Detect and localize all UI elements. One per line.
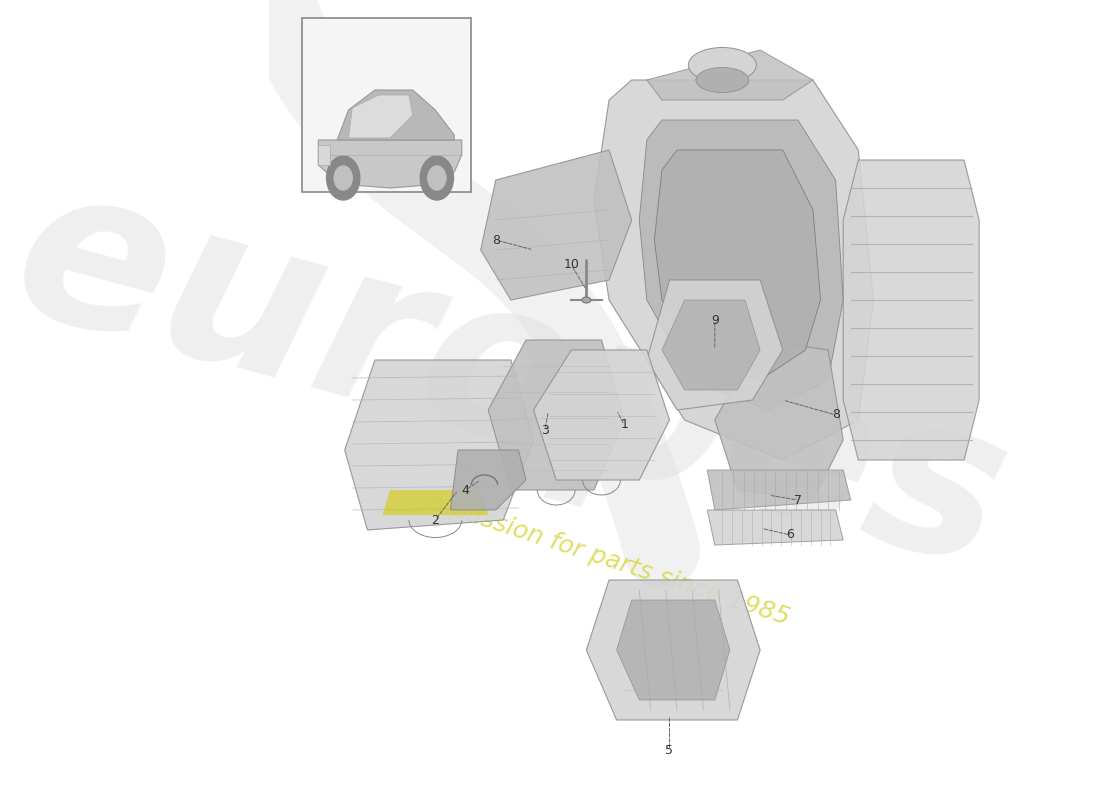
Circle shape xyxy=(420,156,453,200)
Text: 10: 10 xyxy=(563,258,580,271)
Text: 1: 1 xyxy=(620,418,628,431)
Polygon shape xyxy=(715,340,844,500)
Polygon shape xyxy=(338,90,454,140)
Text: 4: 4 xyxy=(462,483,470,497)
Circle shape xyxy=(428,166,446,190)
Text: 5: 5 xyxy=(666,743,673,757)
FancyBboxPatch shape xyxy=(301,18,471,192)
Polygon shape xyxy=(344,360,534,530)
Polygon shape xyxy=(318,140,462,188)
Polygon shape xyxy=(647,280,783,410)
Circle shape xyxy=(334,166,352,190)
Polygon shape xyxy=(707,510,844,545)
Polygon shape xyxy=(647,50,813,100)
Polygon shape xyxy=(318,145,330,165)
Polygon shape xyxy=(594,80,873,460)
Polygon shape xyxy=(450,450,526,510)
Ellipse shape xyxy=(689,47,757,82)
Text: 6: 6 xyxy=(786,529,794,542)
Text: europes: europes xyxy=(0,146,1028,614)
Polygon shape xyxy=(586,580,760,720)
Circle shape xyxy=(327,156,360,200)
Polygon shape xyxy=(707,470,850,510)
Polygon shape xyxy=(639,120,844,410)
Text: 8: 8 xyxy=(832,409,839,422)
Polygon shape xyxy=(662,300,760,390)
Polygon shape xyxy=(383,490,488,515)
Polygon shape xyxy=(534,350,670,480)
Text: a passion for parts since 1985: a passion for parts since 1985 xyxy=(426,490,792,630)
Polygon shape xyxy=(488,340,624,490)
Text: 3: 3 xyxy=(541,423,549,437)
Text: 7: 7 xyxy=(794,494,802,506)
Polygon shape xyxy=(349,95,412,138)
Polygon shape xyxy=(481,150,631,300)
Polygon shape xyxy=(617,600,730,700)
Polygon shape xyxy=(654,150,821,380)
Ellipse shape xyxy=(582,297,591,303)
Text: 2: 2 xyxy=(431,514,439,526)
Text: 9: 9 xyxy=(711,314,718,326)
Ellipse shape xyxy=(696,67,749,93)
Text: 8: 8 xyxy=(492,234,499,246)
Polygon shape xyxy=(844,160,979,460)
